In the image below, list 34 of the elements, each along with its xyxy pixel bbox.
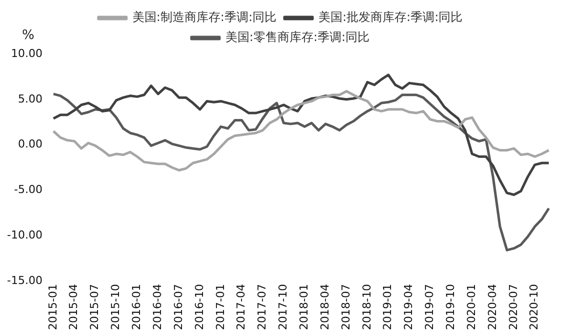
x-tick-label: 2015-07 (88, 284, 102, 330)
x-tick-label: 2015-10 (109, 284, 122, 330)
x-tick-label: 2020-07 (506, 284, 520, 330)
x-tick-label: 2018-07 (339, 284, 352, 330)
x-tick-label: 2016-10 (192, 284, 206, 330)
x-tick-label: 2015-01 (46, 284, 60, 330)
x-tick-label: 2019-01 (381, 284, 394, 330)
x-tick-label: 2019-04 (402, 284, 416, 330)
x-tick-label: 2016-01 (130, 284, 144, 330)
y-tick-label: -10.00 (6, 228, 42, 242)
legend-label: 美国:零售商库存:季调:同比 (225, 30, 370, 44)
x-tick-label: 2015-04 (67, 284, 80, 330)
x-tick-label: 2016-07 (172, 284, 185, 330)
x-tick-label: 2016-04 (150, 284, 164, 330)
y-tick-label: -5.00 (14, 183, 42, 196)
legend-label: 美国:批发商库存:季调:同比 (318, 10, 463, 24)
x-tick-label: 2017-01 (214, 284, 227, 330)
x-tick-label: 2020-04 (486, 284, 499, 330)
x-tick-label: 2018-10 (360, 284, 374, 330)
x-tick-label: 2017-04 (234, 284, 248, 330)
y-tick-label: -15.00 (6, 274, 42, 287)
x-tick-label: 2017-07 (256, 284, 269, 330)
x-tick-label: 2018-04 (318, 284, 332, 330)
x-tick-label: 2019-10 (444, 284, 457, 330)
x-tick-label: 2019-07 (423, 284, 436, 330)
x-tick-label: 2017-10 (276, 284, 290, 330)
x-tick-label: 2020-01 (464, 284, 478, 330)
y-tick-label: 5.00 (18, 92, 42, 106)
y-tick-label: 10.00 (10, 46, 42, 60)
y-tick-label: 0.00 (18, 138, 42, 151)
x-tick-label: 2020-10 (528, 284, 541, 330)
x-tick-label: 2018-01 (297, 284, 310, 330)
y-axis-title: % (22, 28, 34, 43)
legend-label: 美国:制造商库存:季调:同比 (132, 10, 277, 24)
